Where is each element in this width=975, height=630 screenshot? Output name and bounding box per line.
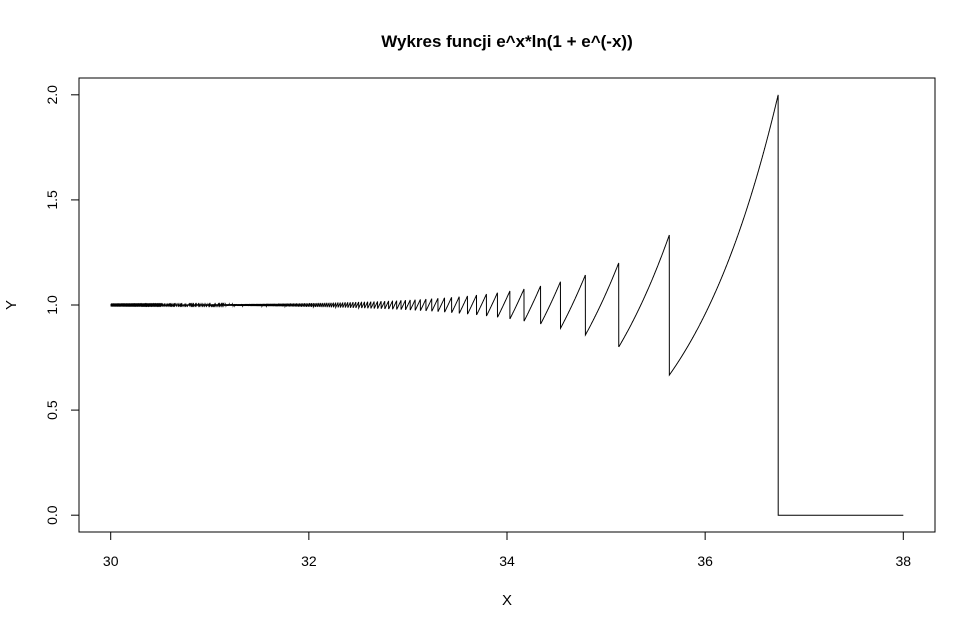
y-axis-label: Y [3, 300, 20, 310]
x-tick-label: 34 [499, 553, 515, 569]
x-tick-label: 32 [301, 553, 317, 569]
y-tick-label: 0.0 [44, 505, 60, 525]
y-tick-label: 2.0 [44, 85, 60, 105]
series-line-0 [110, 94, 904, 516]
series-layer [110, 94, 904, 516]
x-axis-label: X [502, 592, 512, 609]
x-tick-label: 30 [103, 553, 119, 569]
y-tick-label: 1.0 [44, 295, 60, 315]
x-tick-label: 36 [697, 553, 713, 569]
x-axis: 30 32 34 36 38 [103, 531, 912, 569]
x-tick-label: 38 [896, 553, 912, 569]
chart-title: Wykres funcji e^x*ln(1 + e^(-x)) [381, 32, 632, 51]
y-axis: 0.0 0.5 1.0 1.5 2.0 [44, 85, 80, 525]
y-tick-label: 0.5 [44, 400, 60, 420]
y-tick-label: 1.5 [44, 190, 60, 210]
